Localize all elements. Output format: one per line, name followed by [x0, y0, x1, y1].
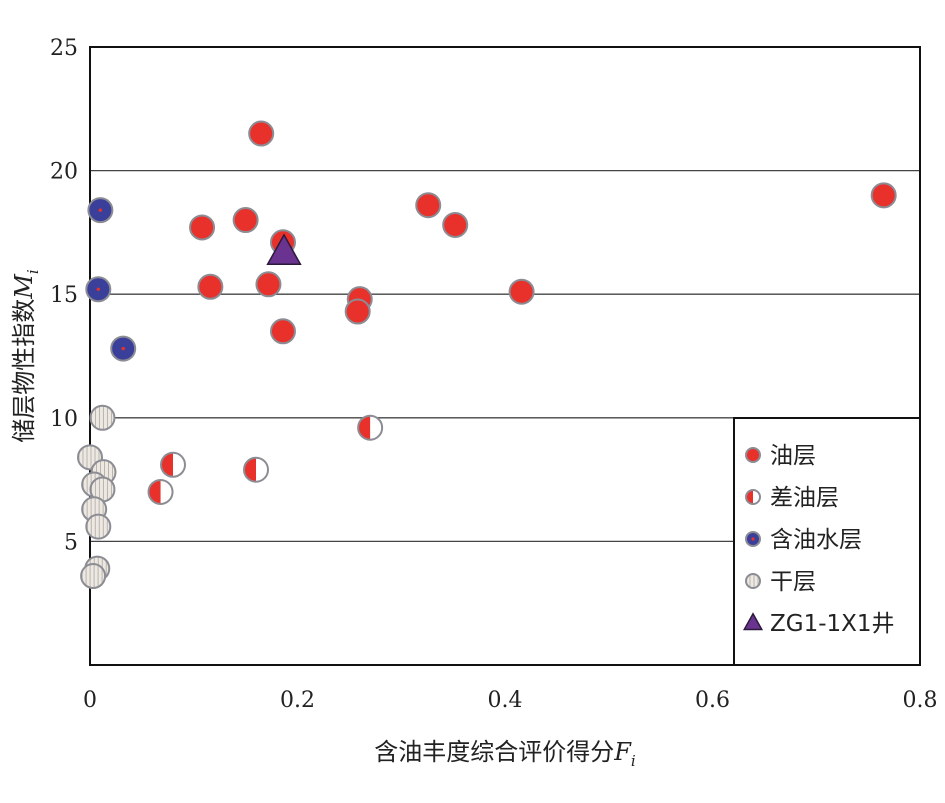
- legend-label: 油层: [770, 443, 816, 469]
- poor-oil-layer-point: [147, 478, 174, 505]
- dry-layer-point: [80, 563, 107, 590]
- oil-layer-point: [197, 273, 224, 300]
- legend-label: 差油层: [770, 485, 839, 511]
- x-tick-label: 0: [83, 688, 97, 713]
- legend-box: [733, 417, 921, 666]
- poor-oil-layer-point: [357, 414, 384, 441]
- oil-layer-point: [232, 207, 259, 234]
- dry-layer-point: [89, 404, 116, 431]
- y-tick-label: 20: [50, 160, 78, 185]
- y-axis-label: 储层物性指数Mi: [10, 269, 42, 443]
- legend-label: ZG1-1X1井: [770, 611, 895, 637]
- x-tick-label: 0.2: [280, 688, 315, 713]
- legend-label: 含油水层: [770, 527, 862, 553]
- data-points: [77, 120, 897, 590]
- y-tick-label: 15: [50, 283, 78, 308]
- oil-layer-point: [508, 278, 535, 305]
- oil-water-layer-point: [110, 335, 137, 362]
- x-tick-label: 0.4: [488, 688, 523, 713]
- legend-label: 干层: [770, 569, 816, 595]
- y-tick-label: 25: [50, 36, 78, 61]
- oil-layer-point: [189, 214, 216, 241]
- legend-marker: [745, 573, 761, 589]
- axis-ticks: 5 10 15 20 25 0 0.2 0.4 0.6 0.8: [50, 36, 938, 713]
- poor-oil-layer-point: [243, 456, 269, 483]
- legend-marker: [745, 531, 761, 547]
- plot-frame: [89, 46, 921, 666]
- x-tick-label: 0.6: [695, 688, 730, 713]
- x-axis-label: 含油丰度综合评价得分Fi: [374, 738, 636, 770]
- oil-layer-point: [255, 271, 282, 298]
- y-tick-label: 5: [64, 530, 78, 555]
- oil-water-layer-point: [87, 197, 114, 224]
- x-tick-label: 0.8: [903, 688, 938, 713]
- oil-layer-point: [415, 192, 442, 219]
- dry-layer-point: [85, 513, 112, 540]
- oil-layer-point: [344, 298, 371, 325]
- poor-oil-layer-point: [160, 451, 186, 478]
- y-tick-label: 10: [50, 407, 78, 432]
- oil-layer-point: [870, 182, 897, 209]
- oil-layer-point: [442, 211, 469, 238]
- legend-marker: [745, 489, 761, 505]
- legend-marker: [745, 447, 761, 463]
- well-point: [266, 233, 302, 266]
- oil-layer-point: [269, 318, 296, 345]
- oil-layer-point: [248, 120, 275, 147]
- legend-marker: [742, 612, 764, 631]
- oil-water-layer-point: [85, 276, 112, 303]
